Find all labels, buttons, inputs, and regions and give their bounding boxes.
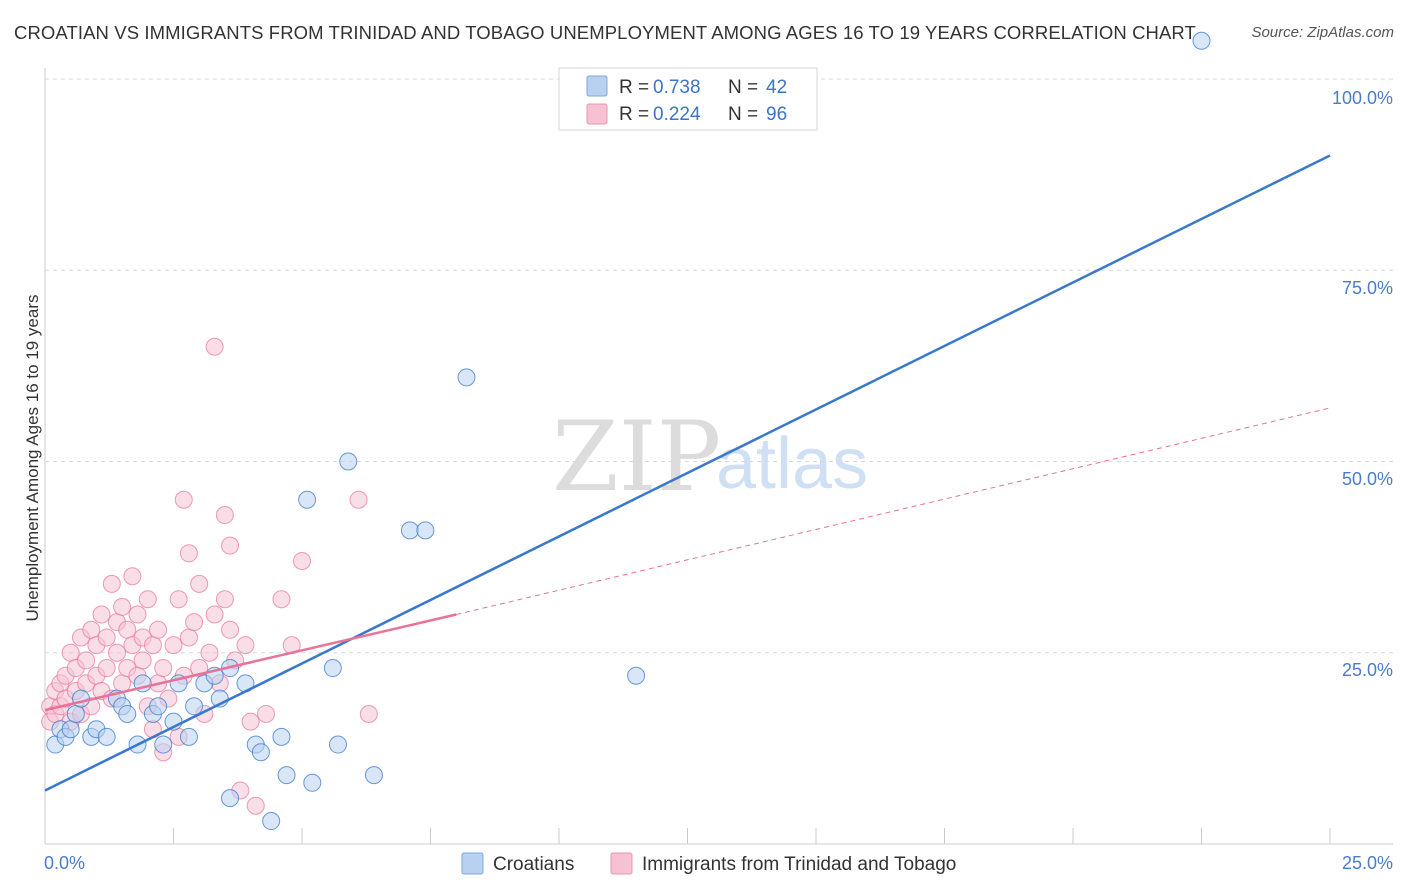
legend-n-label-blue: N =: [728, 77, 758, 98]
bottom-legend-swatch-blue: [461, 852, 484, 875]
watermark-atlas: atlas: [716, 424, 868, 504]
bottom-legend-label-blue: Croatians: [493, 854, 574, 875]
pink-point: [169, 590, 188, 609]
legend-n-value-blue: 42: [766, 77, 787, 98]
source-label: Source: ZipAtlas.com: [1251, 24, 1394, 41]
pink-point: [179, 628, 198, 647]
bottom-legend-swatch-pink: [610, 852, 633, 875]
grid: [45, 78, 1393, 654]
blue-trend-line: [44, 154, 1331, 792]
blue-point: [71, 689, 90, 708]
blue-point: [364, 766, 383, 785]
watermark-zip: ZIP: [552, 401, 721, 513]
legend-n-label-pink: N =: [728, 104, 758, 125]
y-tick-25: 25.0%: [1342, 660, 1393, 680]
pink-point: [221, 536, 240, 555]
pink-point: [107, 643, 126, 662]
trend-lines: [44, 154, 1331, 792]
blue-point: [627, 666, 646, 685]
x-tick-0: 0.0%: [44, 853, 85, 873]
blue-point: [277, 766, 296, 785]
pink-trend-line: [44, 613, 457, 712]
blue-point: [400, 521, 419, 540]
blue-point: [118, 704, 137, 723]
blue-point: [298, 490, 317, 509]
legend-r-value-pink: 0.224: [653, 104, 701, 125]
blue-point: [1192, 31, 1211, 50]
bottom-legend: Croatians Immigrants from Trinidad and T…: [461, 852, 956, 875]
pink-point: [174, 490, 193, 509]
pink-point: [113, 597, 132, 616]
pink-point: [61, 643, 80, 662]
legend-r-label-blue: R =: [619, 77, 649, 98]
pink-point: [293, 551, 311, 570]
pink-point: [359, 704, 378, 723]
pink-point: [97, 659, 116, 678]
pink-point: [133, 651, 152, 670]
blue-point: [185, 697, 204, 716]
pink-trend-extension: [456, 407, 1331, 615]
blue-point: [154, 735, 173, 754]
blue-point: [323, 659, 342, 678]
pink-point: [154, 659, 173, 678]
legend-swatch-pink: [586, 103, 608, 125]
top-legend: R = 0.738 N = 42 R = 0.224 N = 96: [558, 67, 818, 131]
pink-point: [123, 567, 142, 586]
pink-point: [272, 590, 291, 609]
pink-point: [246, 796, 265, 815]
blue-point: [416, 521, 435, 540]
pink-point: [200, 643, 219, 662]
pink-point: [149, 620, 168, 639]
pink-point: [257, 704, 276, 723]
x-tick-25: 25.0%: [1342, 853, 1393, 873]
blue-point: [262, 812, 281, 831]
pink-point: [215, 506, 234, 525]
blue-point: [149, 697, 168, 716]
pink-point: [205, 337, 224, 356]
blue-point: [328, 735, 347, 754]
legend-n-value-pink: 96: [766, 104, 787, 125]
pink-point: [118, 620, 137, 639]
legend-swatch-blue: [586, 75, 608, 97]
pink-point: [113, 674, 132, 693]
pink-point: [215, 590, 234, 609]
pink-point: [236, 636, 255, 655]
blue-point: [221, 789, 240, 808]
pink-point: [128, 605, 147, 624]
y-axis-label: Unemployment Among Ages 16 to 19 years: [23, 295, 42, 622]
blue-point: [66, 704, 85, 723]
pink-point: [82, 620, 101, 639]
blue-point: [61, 720, 80, 739]
pink-points: [41, 337, 378, 815]
pink-point: [190, 574, 209, 593]
blue-point: [251, 743, 270, 762]
blue-point: [179, 727, 198, 746]
pink-point: [97, 628, 116, 647]
pink-point: [77, 651, 96, 670]
pink-point: [164, 636, 183, 655]
legend-r-label-pink: R =: [619, 104, 649, 125]
legend-r-value-blue: 0.738: [653, 77, 701, 98]
pink-point: [138, 590, 157, 609]
blue-point: [272, 727, 291, 746]
y-tick-50: 50.0%: [1342, 469, 1393, 489]
blue-point: [97, 727, 116, 746]
bottom-legend-label-pink: Immigrants from Trinidad and Tobago: [642, 854, 956, 875]
pink-point: [179, 544, 198, 563]
chart-title: CROATIAN VS IMMIGRANTS FROM TRINIDAD AND…: [14, 22, 1196, 43]
y-tick-75: 75.0%: [1342, 278, 1393, 298]
y-tick-100: 100.0%: [1332, 88, 1393, 108]
blue-point: [457, 368, 476, 387]
pink-point: [349, 490, 368, 509]
pink-point: [143, 636, 162, 655]
pink-point: [205, 605, 224, 624]
blue-point: [303, 773, 322, 792]
pink-point: [92, 605, 111, 624]
blue-point: [339, 452, 358, 471]
pink-point: [221, 620, 240, 639]
pink-point: [185, 613, 204, 632]
pink-point: [102, 574, 121, 593]
pink-point: [241, 712, 260, 731]
